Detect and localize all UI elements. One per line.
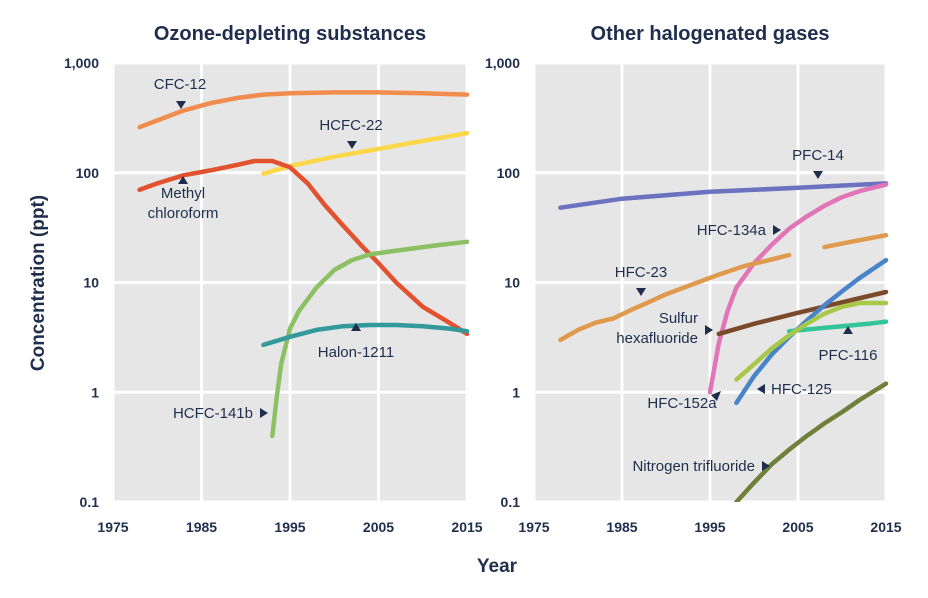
series-label: HFC-152a xyxy=(647,395,717,412)
panel-ozone-depleting: 1975 1985 1995 2005 2015 0.1 1 10 100 1,000 Ozone-… xyxy=(64,23,483,535)
label-arrow-icon xyxy=(636,288,646,296)
x-tick-label: 2005 xyxy=(782,519,813,535)
x-tick-label: 1995 xyxy=(274,519,305,535)
y-tick-label: 1 xyxy=(91,384,99,400)
series-label: Halon-1211 xyxy=(318,344,394,361)
label-arrow-icon xyxy=(843,326,853,334)
label-arrow-icon xyxy=(762,461,770,471)
series-label: HCFC-22 xyxy=(319,117,382,134)
series-label: HCFC-141b xyxy=(173,405,253,422)
label-arrow-icon xyxy=(773,225,781,235)
series-line-hfc-134a xyxy=(707,182,889,395)
series-line-methyl-chloroform xyxy=(137,158,470,337)
series-line-hfc-152a xyxy=(734,300,889,382)
series-label: HFC-125 xyxy=(771,381,832,398)
series-line-hfc-23 xyxy=(822,232,889,250)
y-tick-label: 100 xyxy=(76,165,100,181)
series-label: HFC-134a xyxy=(697,222,767,239)
label-arrow-icon xyxy=(351,323,361,331)
series-line-pfc-116 xyxy=(786,319,889,334)
series-line-pfc-14 xyxy=(558,181,889,210)
x-tick-label: 2015 xyxy=(870,519,901,535)
series-line-hfc-23 xyxy=(558,252,792,343)
y-tick-label: 0.1 xyxy=(501,494,521,510)
series-line-cfc-12 xyxy=(137,90,470,130)
series-group xyxy=(558,181,889,502)
panel-other-halogenated: 1975 1985 1995 2005 2015 0.1 1 10 100 1,000 Other … xyxy=(485,23,902,535)
x-tick-label: 2015 xyxy=(451,519,482,535)
y-tick-label: 100 xyxy=(497,165,521,181)
label-arrow-icon xyxy=(260,408,268,418)
label-arrow-icon xyxy=(757,384,765,394)
label-arrow-icon xyxy=(705,325,713,335)
series-line-halon-1211 xyxy=(261,322,470,348)
x-tick-label: 2005 xyxy=(363,519,394,535)
series-label: Methyl xyxy=(161,185,205,202)
y-axis-title: Concentration (ppt) xyxy=(28,195,49,371)
y-tick-label: 0.1 xyxy=(80,494,100,510)
x-tick-label: 1975 xyxy=(518,519,549,535)
label-arrow-icon xyxy=(178,176,188,184)
series-label: Nitrogen trifluoride xyxy=(632,458,755,475)
series-label: PFC-14 xyxy=(792,147,844,164)
y-tick-label: 10 xyxy=(83,275,99,291)
series-label: chloroform xyxy=(148,205,219,222)
y-tick-label: 1 xyxy=(512,384,520,400)
x-tick-label: 1985 xyxy=(186,519,217,535)
panel-title: Ozone-depleting substances xyxy=(154,23,426,45)
label-arrow-icon xyxy=(711,391,721,401)
series-label: hexafluoride xyxy=(616,330,698,347)
label-arrow-icon xyxy=(347,141,357,149)
label-arrow-icon xyxy=(176,101,186,109)
y-tick-label: 10 xyxy=(504,275,520,291)
series-label: PFC-116 xyxy=(819,347,878,364)
series-label: CFC-12 xyxy=(154,76,207,93)
y-tick-label: 1,000 xyxy=(64,55,99,71)
y-tick-label: 1,000 xyxy=(485,55,520,71)
panel-title: Other halogenated gases xyxy=(591,23,830,45)
series-label: HFC-23 xyxy=(615,264,668,281)
x-tick-label: 1995 xyxy=(694,519,725,535)
annotations: CFC-12 HCFC-22 Methyl chloroform Halon-1211 H… xyxy=(148,76,878,475)
series-line-hcfc-141b xyxy=(270,239,470,439)
label-arrow-icon xyxy=(813,171,823,179)
x-axis-title: Year xyxy=(477,556,518,577)
x-tick-label: 1975 xyxy=(97,519,128,535)
series-line-sulfur-hexafluoride xyxy=(716,289,889,337)
x-tick-label: 1985 xyxy=(606,519,637,535)
series-line-hfc-125 xyxy=(734,257,889,406)
series-group xyxy=(137,90,470,439)
series-label: Sulfur xyxy=(659,310,698,327)
series-line-nitrogen-trifluoride xyxy=(734,381,889,502)
